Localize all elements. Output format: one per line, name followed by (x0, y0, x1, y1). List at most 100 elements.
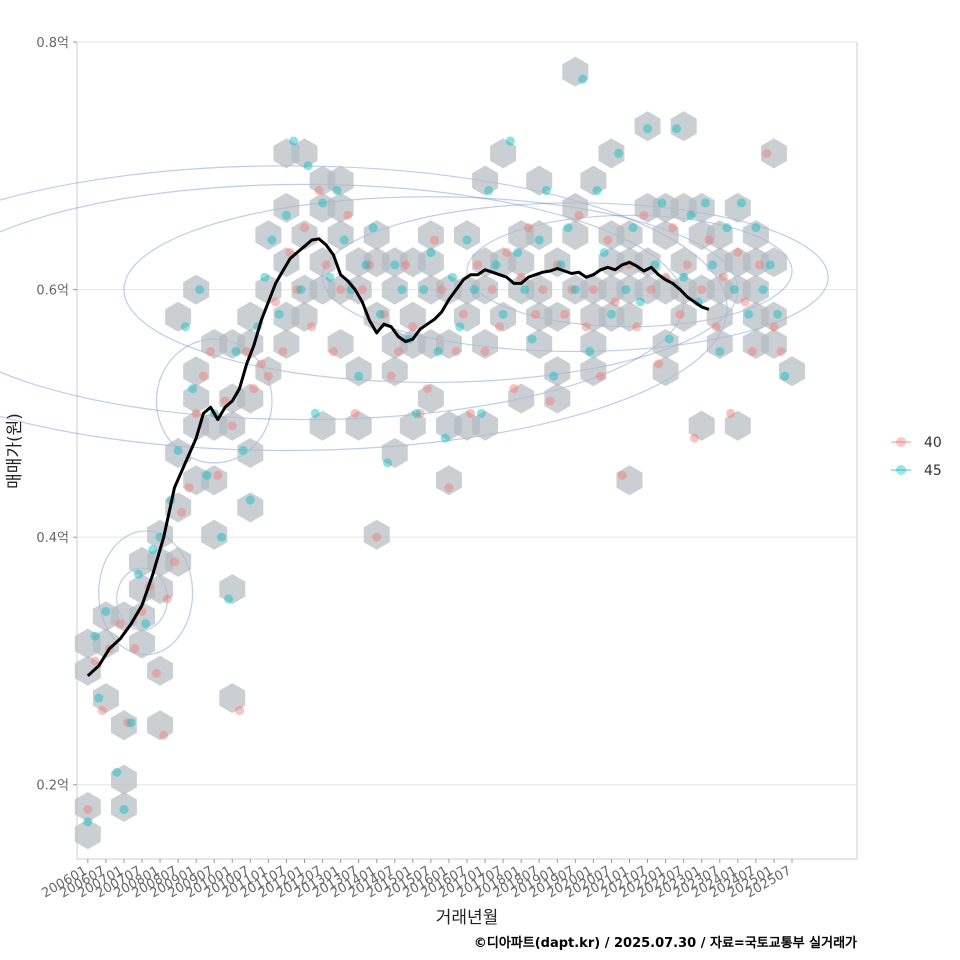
scatter-point-45 (664, 334, 674, 344)
hexbin-cell (670, 274, 697, 305)
y-tick-label: 0.4억 (36, 531, 69, 546)
scatter-point-40 (437, 285, 447, 295)
scatter-point-45 (513, 247, 523, 257)
plot-area (0, 41, 858, 860)
scatter-point-45 (621, 285, 631, 295)
hexbin-cell (309, 247, 336, 278)
hexbin-cell (129, 628, 155, 659)
scatter-point-40 (336, 285, 346, 295)
hexbin-cell (508, 383, 535, 414)
hexbin-cell (74, 655, 101, 686)
scatter-point-40 (256, 359, 266, 369)
scatter-point-45 (700, 198, 710, 208)
hexbin-cell (436, 465, 462, 496)
hexbin-cell (345, 247, 372, 278)
hexbin-cell (273, 329, 300, 359)
scatter-point-45 (119, 804, 129, 814)
hexbin-cell (706, 220, 733, 251)
scatter-point-45 (231, 346, 241, 356)
scatter-point-40 (480, 346, 490, 356)
scatter-point-40 (596, 371, 606, 381)
scatter-point-45 (462, 235, 472, 245)
hexbin-cell (472, 410, 498, 441)
scatter-point-45 (267, 235, 277, 245)
scatter-point-40 (495, 322, 504, 332)
scatter-point-40 (97, 705, 107, 715)
legend: 40 45 (891, 435, 942, 479)
scatter-point-45 (643, 124, 653, 134)
scatter-point-45 (498, 309, 508, 319)
hexbin-cell (255, 356, 282, 387)
hexbin-cell (417, 220, 444, 251)
scatter-point-40 (307, 322, 317, 332)
scatter-point-45 (671, 124, 681, 134)
legend-label-40: 40 (924, 435, 942, 451)
scatter-point-45 (274, 309, 284, 319)
scatter-point-45 (339, 235, 349, 245)
hexbin-cell (147, 574, 173, 605)
scatter-point-40 (300, 223, 309, 233)
scatter-point-45 (722, 223, 732, 233)
scatter-point-45 (245, 495, 255, 505)
hexbin-cell (309, 192, 336, 223)
hexbin-cell (201, 519, 228, 550)
scatter-point-40 (365, 260, 374, 270)
scatter-point-45 (527, 334, 537, 344)
scatter-point-40 (206, 346, 216, 356)
hexbin-cell (454, 220, 480, 251)
scatter-point-45 (599, 247, 609, 257)
hexbin-cell (399, 301, 426, 332)
scatter-point-45 (751, 223, 761, 233)
scatter-point-40 (430, 235, 439, 245)
hexbin-cell (417, 274, 444, 305)
scatter-point-45 (148, 545, 158, 555)
hexbin-cell (273, 192, 300, 223)
scatter-point-40 (769, 322, 779, 332)
scatter-point-40 (83, 804, 93, 814)
legend-swatch-45 (896, 465, 906, 475)
hexbin-cell (544, 301, 571, 332)
scatter-point-40 (372, 532, 382, 542)
hexbin-cell (399, 410, 426, 441)
scatter-point-40 (271, 297, 281, 307)
y-axis: 0.2억 0.4억 0.6억 0.8억 (36, 36, 77, 794)
hexbin-cell (111, 710, 137, 741)
scatter-point-40 (191, 408, 201, 418)
scatter-point-40 (90, 656, 100, 666)
scatter-point-45 (94, 693, 104, 703)
hexbin-cell (92, 601, 119, 632)
hexbin-cell (634, 111, 661, 142)
trend-line (86, 237, 710, 677)
scatter-point-40 (523, 223, 533, 233)
plot-panel (76, 41, 858, 860)
y-tick-label: 0.2억 (36, 779, 69, 794)
scatter-point-45 (141, 619, 151, 629)
scatter-point-40 (151, 668, 161, 678)
scatter-point-45 (195, 285, 205, 295)
scatter-point-40 (704, 235, 714, 245)
scatter-point-40 (762, 148, 772, 158)
hexbin-cell (183, 356, 210, 387)
hexbin-cell (490, 138, 517, 169)
scatter-point-40 (466, 408, 476, 418)
scatter-point-40 (328, 346, 338, 356)
scatter-point-45 (448, 272, 458, 282)
scatter-point-40 (123, 718, 133, 728)
hexbin-cell (237, 492, 264, 523)
hexbin-cell (742, 220, 769, 251)
hexbin-cell (327, 220, 354, 251)
hexbin-cell (345, 410, 372, 441)
scatter-point-40 (213, 470, 223, 480)
scatter-point-40 (697, 285, 707, 295)
hexbin-cell (92, 683, 119, 714)
scatter-point-40 (393, 346, 403, 356)
scatter-point-40 (292, 285, 302, 295)
scatter-point-40 (198, 371, 208, 381)
scatter-point-40 (170, 557, 179, 567)
legend-label-45: 45 (924, 463, 942, 479)
hexbin-cell (183, 383, 210, 414)
scatter-point-40 (617, 470, 627, 480)
scatter-point-40 (386, 371, 396, 381)
hexbin-cell (562, 192, 589, 223)
